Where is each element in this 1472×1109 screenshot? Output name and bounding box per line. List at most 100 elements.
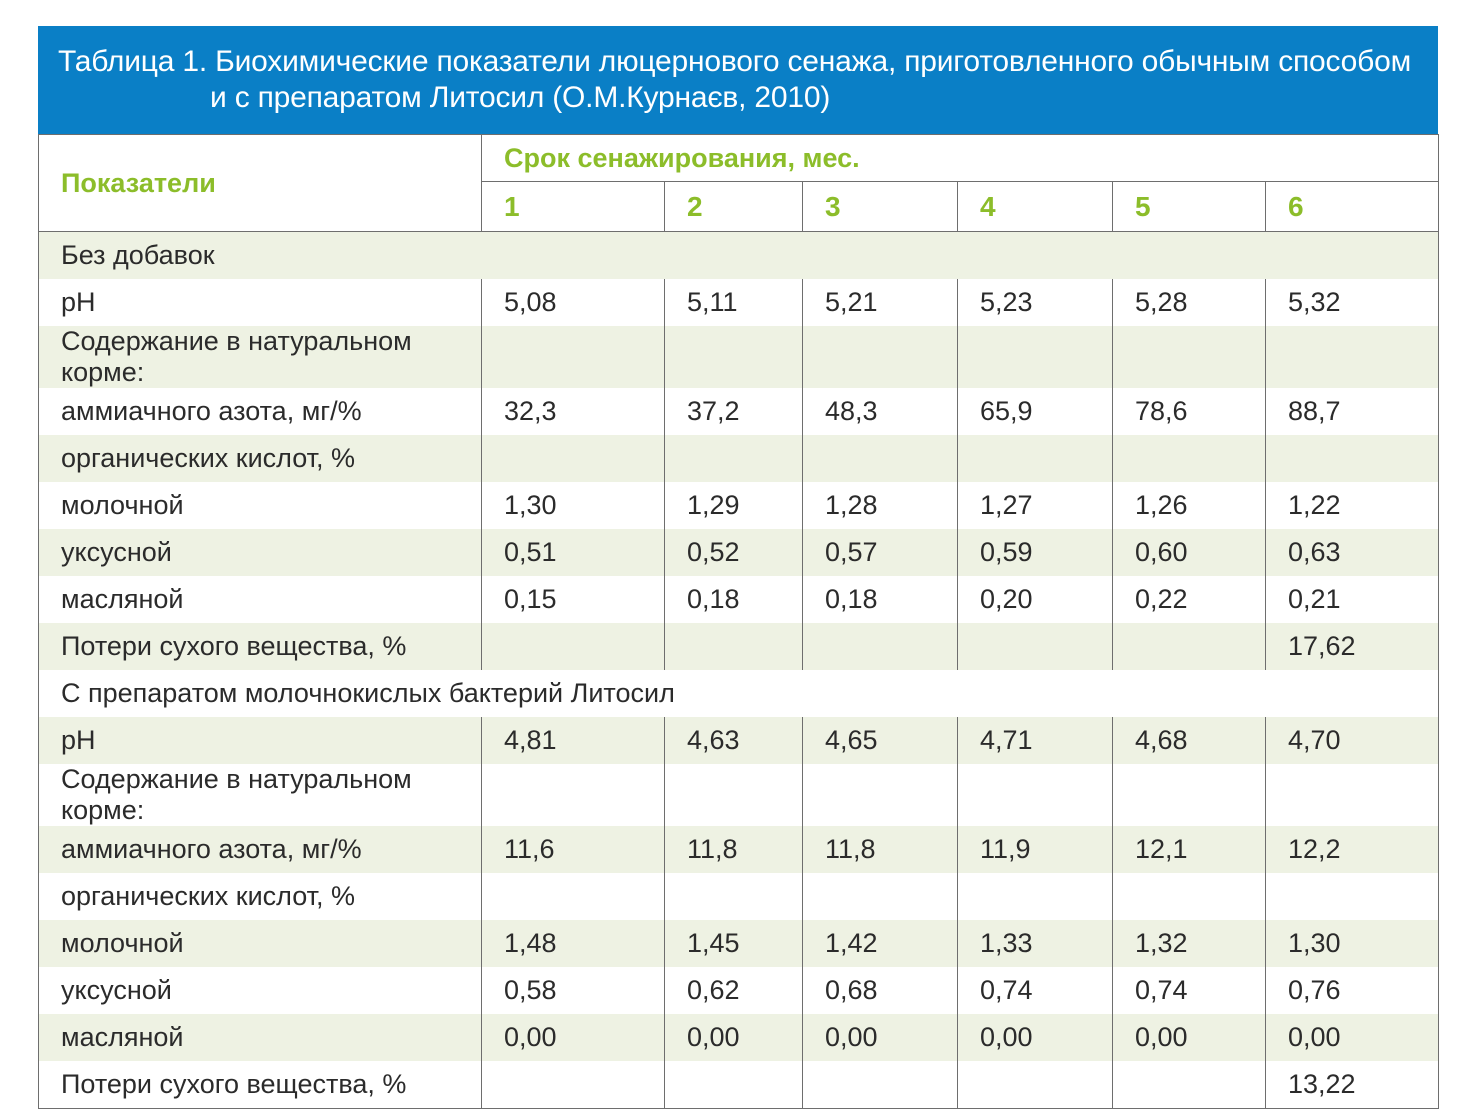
cell-month-2	[664, 873, 803, 920]
table-row: Содержание в натуральном корме:	[38, 326, 1439, 388]
cell-month-5	[1112, 435, 1266, 482]
table-row: масляной 0,15 0,18 0,18 0,20 0,22 0,21	[38, 576, 1439, 623]
row-label: масляной	[38, 576, 482, 623]
cell-month-2: 0,52	[664, 529, 803, 576]
row-label: органических кислот, %	[38, 435, 482, 482]
table-title: Таблица 1. Биохимические показатели люце…	[38, 26, 1438, 134]
table-title-line-2: и с препаратом Литосил (О.М.Курнаєв, 201…	[210, 81, 831, 114]
cell-month-1	[481, 1061, 665, 1109]
cell-month-4: 0,00	[957, 1014, 1113, 1061]
cell-month-4: 5,23	[957, 279, 1113, 326]
header-indicator: Показатели	[38, 134, 482, 232]
row-label: молочной	[38, 482, 482, 529]
cell-month-2: 0,18	[664, 576, 803, 623]
cell-month-4: 0,20	[957, 576, 1113, 623]
cell-month-2: 1,45	[664, 920, 803, 967]
cell-month-5: 0,60	[1112, 529, 1266, 576]
cell-month-5	[1112, 764, 1266, 826]
cell-month-6: 1,30	[1265, 920, 1439, 967]
cell-month-4: 1,27	[957, 482, 1113, 529]
cell-month-5: 12,1	[1112, 826, 1266, 873]
header-month-6: 6	[1265, 181, 1439, 232]
section-title: Без добавок	[38, 231, 1439, 279]
cell-month-6	[1265, 326, 1439, 388]
cell-month-3: 0,68	[802, 967, 958, 1014]
cell-month-4	[957, 623, 1113, 670]
header-month-1: 1	[481, 181, 665, 232]
cell-month-2	[664, 764, 803, 826]
cell-month-5: 4,68	[1112, 717, 1266, 764]
cell-month-6: 12,2	[1265, 826, 1439, 873]
cell-month-6: 0,76	[1265, 967, 1439, 1014]
cell-month-5: 0,74	[1112, 967, 1266, 1014]
cell-month-4	[957, 1061, 1113, 1109]
cell-month-1: 5,08	[481, 279, 665, 326]
row-label: Содержание в натуральном корме:	[38, 326, 482, 388]
cell-month-4: 4,71	[957, 717, 1113, 764]
cell-month-2: 11,8	[664, 826, 803, 873]
cell-month-2	[664, 435, 803, 482]
cell-month-4	[957, 435, 1113, 482]
section-row: С препаратом молочнокислых бактерий Лито…	[38, 670, 1439, 717]
cell-month-4: 1,33	[957, 920, 1113, 967]
cell-month-6: 0,21	[1265, 576, 1439, 623]
row-label: pH	[38, 717, 482, 764]
cell-month-3	[802, 326, 958, 388]
cell-month-1: 11,6	[481, 826, 665, 873]
table-row: Содержание в натуральном корме:	[38, 764, 1439, 826]
table-row: pH 5,08 5,11 5,21 5,23 5,28 5,32	[38, 279, 1439, 326]
cell-month-1: 0,00	[481, 1014, 665, 1061]
table-row: pH 4,81 4,63 4,65 4,71 4,68 4,70	[38, 717, 1439, 764]
cell-month-4: 0,59	[957, 529, 1113, 576]
table-body: Без добавок pH 5,08 5,11 5,21 5,23 5,28 5,32 Сод…	[38, 231, 1439, 1109]
cell-month-1	[481, 435, 665, 482]
table-row: масляной 0,00 0,00 0,00 0,00 0,00 0,00	[38, 1014, 1439, 1061]
header-month-4: 4	[957, 181, 1113, 232]
cell-month-6: 0,00	[1265, 1014, 1439, 1061]
table-row: уксусной 0,51 0,52 0,57 0,59 0,60 0,63	[38, 529, 1439, 576]
cell-month-6: 17,62	[1265, 623, 1439, 670]
cell-month-2: 1,29	[664, 482, 803, 529]
header-month-2: 2	[664, 181, 803, 232]
table-row: Потери сухого вещества, % 17,62	[38, 623, 1439, 670]
cell-month-1	[481, 873, 665, 920]
cell-month-5: 78,6	[1112, 388, 1266, 435]
cell-month-1: 32,3	[481, 388, 665, 435]
cell-month-6: 13,22	[1265, 1061, 1439, 1109]
table-row: молочной 1,48 1,45 1,42 1,33 1,32 1,30	[38, 920, 1439, 967]
row-label: pH	[38, 279, 482, 326]
table-row: уксусной 0,58 0,62 0,68 0,74 0,74 0,76	[38, 967, 1439, 1014]
row-label: Потери сухого вещества, %	[38, 1061, 482, 1109]
row-label: уксусной	[38, 529, 482, 576]
cell-month-5	[1112, 623, 1266, 670]
cell-month-3: 0,18	[802, 576, 958, 623]
table-figure: Таблица 1. Биохимические показатели люце…	[38, 26, 1439, 1109]
table-row: Потери сухого вещества, % 13,22	[38, 1061, 1439, 1109]
cell-month-3: 11,8	[802, 826, 958, 873]
cell-month-5: 5,28	[1112, 279, 1266, 326]
data-table: Показатели Срок сенажирования, мес. 1 2 …	[38, 133, 1439, 1109]
cell-month-1: 1,30	[481, 482, 665, 529]
cell-month-2: 0,62	[664, 967, 803, 1014]
cell-month-3: 0,57	[802, 529, 958, 576]
cell-month-1: 0,58	[481, 967, 665, 1014]
cell-month-6: 1,22	[1265, 482, 1439, 529]
row-label: Потери сухого вещества, %	[38, 623, 482, 670]
cell-month-4	[957, 873, 1113, 920]
header-month-3: 3	[802, 181, 958, 232]
cell-month-6	[1265, 435, 1439, 482]
header-period: Срок сенажирования, мес.	[481, 133, 1439, 183]
cell-month-6: 5,32	[1265, 279, 1439, 326]
row-label: аммиачного азота, мг/%	[38, 826, 482, 873]
cell-month-4	[957, 764, 1113, 826]
cell-month-4: 0,74	[957, 967, 1113, 1014]
cell-month-2	[664, 326, 803, 388]
cell-month-2: 37,2	[664, 388, 803, 435]
cell-month-2: 4,63	[664, 717, 803, 764]
cell-month-3: 1,42	[802, 920, 958, 967]
row-label: Содержание в натуральном корме:	[38, 764, 482, 826]
cell-month-5	[1112, 873, 1266, 920]
cell-month-3	[802, 1061, 958, 1109]
cell-month-3	[802, 623, 958, 670]
cell-month-2	[664, 1061, 803, 1109]
